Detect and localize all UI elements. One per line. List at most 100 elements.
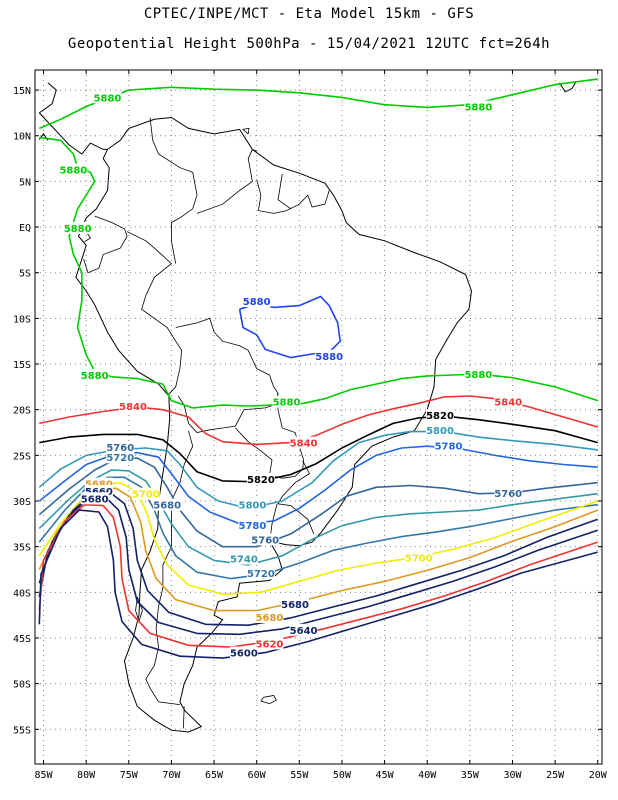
country-border <box>83 215 128 274</box>
contour-label-bg <box>494 395 523 408</box>
contour-label-bg <box>434 439 463 452</box>
contour-label-bg <box>404 551 433 564</box>
country-border <box>145 430 194 705</box>
contour-label: 5820 <box>247 475 275 486</box>
contour-label-bg <box>464 368 493 381</box>
contour-label: 5680 <box>256 613 284 624</box>
contour-line <box>39 136 598 409</box>
lon-tick-label: 20W <box>589 770 608 781</box>
lat-tick-label: EQ <box>19 223 31 234</box>
contour-label: 5620 <box>256 639 284 650</box>
contour-label-bg <box>106 451 135 464</box>
contour-label: 5640 <box>290 626 318 637</box>
contour-line <box>38 469 598 566</box>
contour-label: 5740 <box>230 555 258 566</box>
contour-label: 5880 <box>315 352 343 363</box>
lon-tick-label: 30W <box>503 770 522 781</box>
contour-label-bg <box>246 567 275 580</box>
lat-tick-label: 30S <box>13 497 31 508</box>
axis-labels: 15N 10N 5N EQ 5S 10S 15S 20S 25S 30S 35S 40S 45S 50S 5… <box>13 70 608 781</box>
lon-tick-label: 55W <box>290 770 309 781</box>
country-border <box>277 460 315 535</box>
country-border <box>235 393 305 479</box>
contour-label: 5880 <box>81 371 109 382</box>
contour-label-bg <box>281 598 310 611</box>
contour-label-bg <box>153 498 182 511</box>
contour-label: 5780 <box>435 441 463 452</box>
contour-line <box>38 487 598 612</box>
contour-label-bg <box>131 487 160 500</box>
lon-tick-label: 70W <box>162 770 181 781</box>
lon-tick-label: 35W <box>461 770 480 781</box>
contour-label-bg <box>315 349 344 362</box>
country-border <box>126 231 183 395</box>
contour-label-bg <box>426 423 454 436</box>
contour-label: 5880 <box>59 166 87 177</box>
contour-label: 5880 <box>64 224 92 235</box>
coastlines-and-borders <box>38 80 577 733</box>
map-frame <box>34 69 603 765</box>
lon-tick-label: 40W <box>418 770 437 781</box>
contour-label-bg <box>80 492 109 505</box>
lat-tick-label: 15N <box>13 86 31 97</box>
lat-tick-label: 20S <box>13 406 31 417</box>
contour-line <box>38 78 598 130</box>
contour-label-bg <box>426 409 454 422</box>
contour-label: 5840 <box>290 439 318 450</box>
contour-label: 5680 <box>281 600 309 611</box>
coastline <box>75 116 473 733</box>
contour-label: 5880 <box>273 397 301 408</box>
lat-tick-label: 25S <box>13 451 31 462</box>
contour-label: 5880 <box>464 103 492 114</box>
lon-tick-label: 50W <box>333 770 352 781</box>
coastline <box>38 112 108 155</box>
contour-label: 5780 <box>238 521 266 532</box>
contour-line <box>238 295 341 359</box>
contour-label-bg <box>272 395 301 408</box>
height-contours <box>38 78 598 659</box>
country-border <box>149 117 198 264</box>
country-border <box>183 706 185 729</box>
lon-tick-label: 25W <box>546 770 565 781</box>
contour-label-bg <box>59 163 88 176</box>
contour-label: 5820 <box>426 411 454 422</box>
country-border <box>175 317 279 433</box>
contour-label-bg <box>251 533 280 546</box>
contour-label: 5700 <box>405 554 433 565</box>
contour-label-bg <box>106 441 135 454</box>
lat-tick-label: 5N <box>19 177 31 188</box>
contour-label-bg <box>238 498 267 511</box>
lat-tick-label: 55S <box>13 725 31 736</box>
lat-tick-label: 35S <box>13 543 31 554</box>
lon-tick-label: 85W <box>34 770 53 781</box>
contour-label-bg <box>229 646 258 659</box>
contour-label-bg <box>494 486 523 499</box>
contour-label-bg <box>119 400 148 413</box>
lat-tick-label: 40S <box>13 588 31 599</box>
island <box>242 127 250 135</box>
contour-label: 5760 <box>106 443 134 454</box>
country-border <box>269 503 278 538</box>
coastline <box>39 82 57 114</box>
contour-label: 5680 <box>153 501 181 512</box>
contour-label: 5680 <box>81 494 109 505</box>
lon-tick-label: 75W <box>120 770 139 781</box>
contour-label: 5600 <box>230 649 258 660</box>
contour-label-bg <box>242 295 271 308</box>
contour-label: 5800 <box>238 501 266 512</box>
contour-label-bg <box>246 473 275 486</box>
contour-label: 5700 <box>132 490 160 501</box>
lat-tick-label: 10S <box>13 314 31 325</box>
contour-label: 5760 <box>251 535 279 546</box>
contour-line <box>38 509 598 659</box>
contour-label-bg <box>80 368 109 381</box>
contour-label: 5720 <box>106 453 134 464</box>
lat-tick-label: 10N <box>13 132 31 143</box>
contour-label-bg <box>255 610 284 623</box>
contour-label: 5760 <box>494 489 522 500</box>
lon-tick-label: 45W <box>376 770 395 781</box>
contour-label-bg <box>289 623 318 636</box>
contour-label: 5720 <box>247 569 275 580</box>
lon-tick-label: 65W <box>205 770 224 781</box>
country-border <box>196 149 253 214</box>
